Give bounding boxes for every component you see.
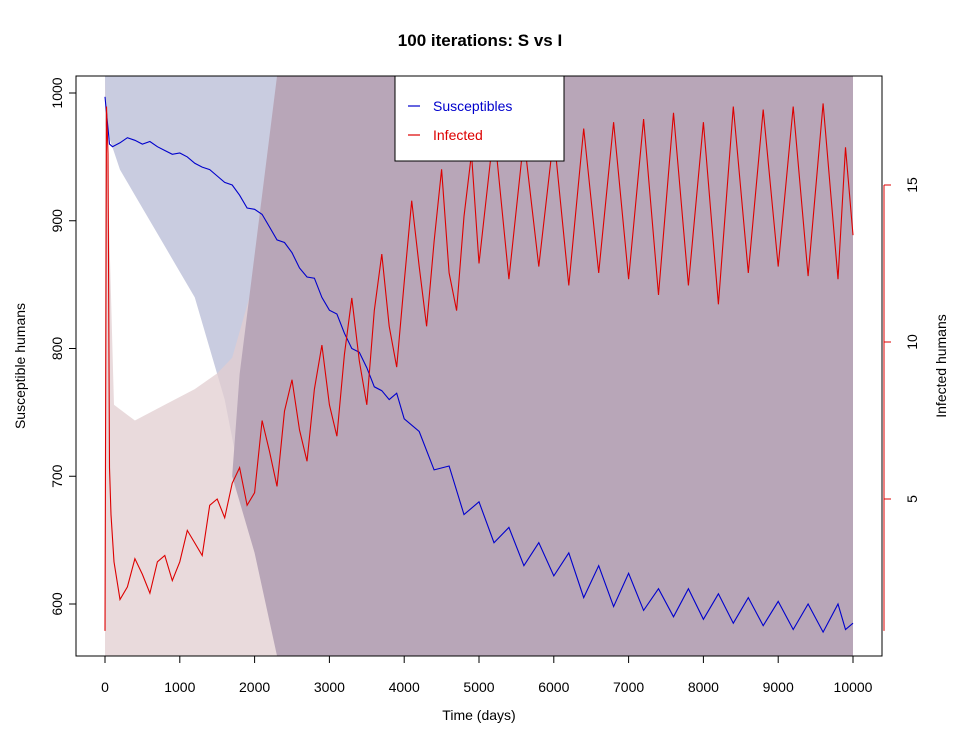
y-left-tick-label: 1000 <box>49 77 65 108</box>
x-tick-label: 0 <box>101 679 109 695</box>
x-tick-label: 5000 <box>463 679 494 695</box>
y-left-tick-label: 700 <box>49 464 65 488</box>
chart-title: 100 iterations: S vs I <box>398 31 562 50</box>
x-axis: 0 1000 2000 3000 4000 5000 6000 7000 8000 9000 100… <box>101 656 873 695</box>
y-left-tick-label: 900 <box>49 209 65 233</box>
legend: Susceptibles Infected <box>394 75 565 162</box>
x-tick-label: 2000 <box>239 679 270 695</box>
y-axis-right: 5 10 15 <box>883 177 920 631</box>
y-left-tick-label: 800 <box>49 337 65 361</box>
y-right-tick-label: 5 <box>904 495 920 503</box>
y-right-tick-label: 10 <box>904 334 920 350</box>
x-tick-label: 10000 <box>834 679 873 695</box>
legend-label-infected: Infected <box>433 127 483 143</box>
series-line-susceptibles <box>104 96 854 634</box>
y-axis-left: 600 700 800 900 1000 <box>49 77 76 616</box>
y-right-tick-label: 15 <box>904 177 920 193</box>
band-overlap-region <box>232 76 853 656</box>
series-line-infected <box>104 103 854 631</box>
x-tick-label: 8000 <box>688 679 719 695</box>
x-tick-label: 4000 <box>389 679 420 695</box>
x-axis-label: Time (days) <box>442 707 515 723</box>
x-tick-label: 7000 <box>613 679 644 695</box>
y-axis-label-right: Infected humans <box>933 314 949 418</box>
x-tick-label: 6000 <box>538 679 569 695</box>
y-axis-label-left: Susceptible humans <box>12 303 28 429</box>
series-lines <box>104 96 854 634</box>
uncertainty-bands <box>105 76 853 656</box>
x-tick-label: 9000 <box>763 679 794 695</box>
y-left-tick-label: 600 <box>49 592 65 616</box>
x-tick-label: 1000 <box>164 679 195 695</box>
legend-box <box>394 75 565 162</box>
x-tick-label: 3000 <box>314 679 345 695</box>
legend-label-susceptibles: Susceptibles <box>433 98 512 114</box>
